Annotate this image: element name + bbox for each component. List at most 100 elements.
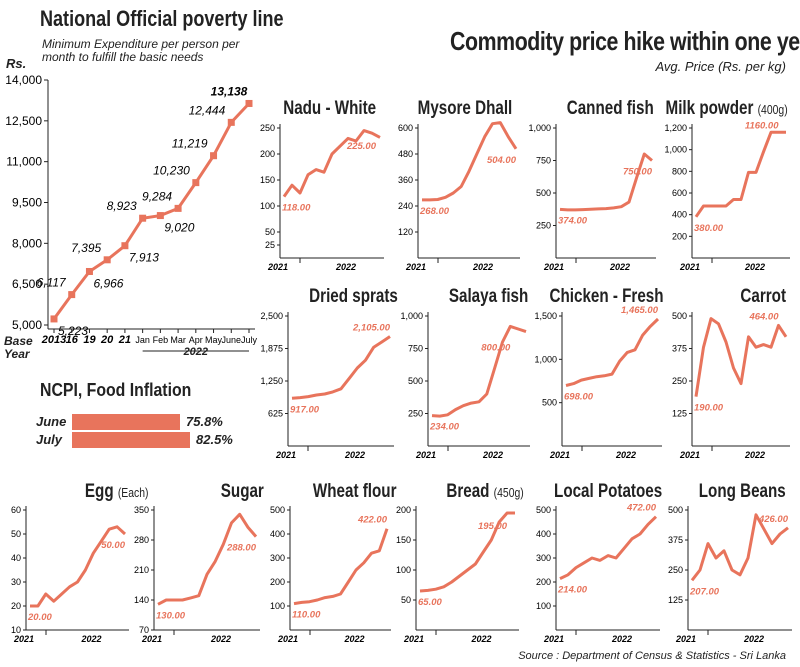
poverty-y-tick-label: 9,500	[12, 196, 42, 210]
poverty-y-tick-label: 5,000	[12, 318, 42, 332]
poverty-subtitle-2: month to fulfill the basic needs	[42, 50, 204, 64]
bread-x-label-2021: 2021	[403, 634, 424, 644]
dhall-y-tick-label: 600	[398, 123, 413, 133]
poverty-y-tick-label: 11,000	[6, 155, 42, 169]
egg-chart: 10 20 30 40 50 60 20.00 50.00 2021 2022	[11, 505, 129, 644]
bread-end-label: 195.00	[478, 521, 508, 532]
poverty-point	[121, 242, 129, 250]
milk-y-tick-label: 1,200	[664, 123, 687, 133]
poverty-data-label: 9,284	[142, 189, 172, 203]
sugar-series-line	[157, 512, 258, 606]
nadu-start-label: 118.00	[282, 203, 311, 214]
base-label: Base	[4, 334, 33, 348]
milk-x-label-2022: 2022	[744, 262, 765, 272]
salaya-y-tick-label: 250	[408, 409, 423, 419]
egg-y-tick-label: 60	[11, 505, 21, 515]
poverty-subtitle-1: Minimum Expenditure per person per	[42, 37, 240, 51]
poverty-data-label: 9,020	[164, 221, 194, 235]
carrot-y-tick-label: 500	[672, 311, 687, 321]
chicken-title: Chicken - Fresh	[549, 286, 664, 307]
ncpi-june-value: 75.8%	[186, 414, 223, 429]
sugar-start-label: 130.00	[156, 610, 186, 621]
wheat-y-tick-label: 500	[270, 505, 285, 515]
milk-start-label: 380.00	[694, 223, 724, 234]
dhall-x-label-2022: 2022	[472, 262, 493, 272]
sprats-end-label: 2,105.00	[352, 323, 391, 334]
chicken-y-tick-label: 500	[542, 398, 557, 408]
chicken-y-tick-label: 1,000	[534, 354, 557, 364]
poverty-point	[68, 291, 76, 299]
sugar-y-tick-label: 350	[134, 505, 149, 515]
poverty-y-tick-label: 14,000	[5, 73, 42, 87]
potato-y-tick-label: 300	[536, 553, 551, 563]
wheat-y-tick-label: 200	[270, 577, 285, 587]
poverty-point	[210, 152, 218, 160]
canned-y-tick-label: 500	[536, 188, 551, 198]
sprats-y-tick-label: 625	[268, 409, 283, 419]
dhall-title: Mysore Dhall	[417, 98, 512, 119]
salaya-start-label: 234.00	[429, 422, 460, 433]
milk-x-label-2021: 2021	[679, 262, 700, 272]
egg-series-line	[30, 525, 127, 608]
potato-x-label-2022: 2022	[611, 634, 632, 644]
sprats-y-tick-label: 2,500	[260, 311, 283, 321]
canned-y-tick-label: 1,000	[528, 123, 551, 133]
dhall-y-tick-label: 120	[398, 227, 413, 237]
dhall-y-tick-label: 480	[398, 149, 413, 159]
nadu-end-label: 225.00	[346, 141, 377, 152]
egg-y-tick-label: 20	[11, 601, 21, 611]
poverty-x-tick-label: 16	[66, 334, 79, 346]
sugar-y-tick-label: 280	[134, 535, 149, 545]
salaya-y-tick-label: 1,000	[400, 311, 423, 321]
canned-chart: 250 500 750 1,000 374.00 750.00 2021 2022	[528, 123, 656, 272]
poverty-data-label: 10,230	[153, 164, 190, 178]
dhall-series-line	[422, 121, 518, 202]
nadu-series-line	[282, 129, 381, 198]
carrot-x-label-2022: 2022	[744, 450, 765, 460]
poverty-data-label: 11,219	[172, 137, 208, 151]
beans-series-line	[690, 513, 789, 582]
ncpi-july-value: 82.5%	[196, 432, 233, 447]
dhall-start-label: 268.00	[419, 206, 450, 217]
ncpi-title: NCPI, Food Inflation	[40, 380, 192, 400]
ncpi-july-label: July	[36, 432, 63, 447]
wheat-end-label: 422.00	[357, 515, 388, 526]
egg-x-label-2021: 2021	[13, 634, 34, 644]
dhall-chart: 120 240 360 480 600 268.00 504.00 2021 2022	[398, 121, 520, 272]
poverty-x-tick-label: June	[222, 335, 242, 345]
milk-chart: 200 400 600 800 1,000 1,200 380.00 1160.00 2021 2…	[664, 120, 790, 272]
poverty-x-tick-label: July	[241, 335, 258, 345]
salaya-y-tick-label: 500	[408, 376, 423, 386]
potato-title: Local Potatoes	[553, 481, 662, 502]
sprats-y-tick-label: 1,875	[260, 344, 283, 354]
salaya-x-label-2022: 2022	[482, 450, 503, 460]
canned-end-label: 750.00	[623, 167, 653, 178]
canned-y-tick-label: 250	[536, 221, 551, 231]
beans-y-tick-label: 125	[668, 595, 683, 605]
poverty-point	[85, 267, 93, 275]
nadu-y-tick-label: 100	[260, 201, 275, 211]
canned-title: Canned fish	[567, 98, 654, 119]
bread-y-tick-label: 50	[401, 595, 411, 605]
egg-start-label: 20.00	[27, 612, 52, 623]
beans-end-label: 426.00	[758, 514, 789, 525]
poverty-data-label: 12,444	[189, 103, 226, 117]
wheat-x-label-2021: 2021	[277, 634, 298, 644]
carrot-y-tick-label: 250	[672, 376, 687, 386]
milk-series-line	[694, 130, 786, 218]
page-title: Commodity price hike within one year	[450, 26, 800, 56]
sprats-title: Dried sprats	[309, 286, 398, 307]
poverty-data-label: 5,223	[58, 324, 88, 338]
beans-start-label: 207.00	[689, 586, 720, 597]
poverty-point	[192, 179, 200, 187]
source-note: Source : Department of Census & Statisti…	[518, 650, 786, 662]
beans-y-tick-label: 250	[668, 565, 683, 575]
sugar-end-label: 288.00	[226, 543, 257, 554]
salaya-end-label: 800.00	[481, 342, 511, 353]
bread-y-tick-label: 100	[396, 565, 411, 575]
sprats-y-tick-label: 1,250	[260, 376, 283, 386]
bread-title: Bread (450g)	[446, 481, 524, 502]
sprats-series-line	[291, 335, 391, 400]
poverty-x-tick-label: Jan	[135, 335, 150, 345]
poverty-x-tick-label: 21	[118, 334, 131, 346]
